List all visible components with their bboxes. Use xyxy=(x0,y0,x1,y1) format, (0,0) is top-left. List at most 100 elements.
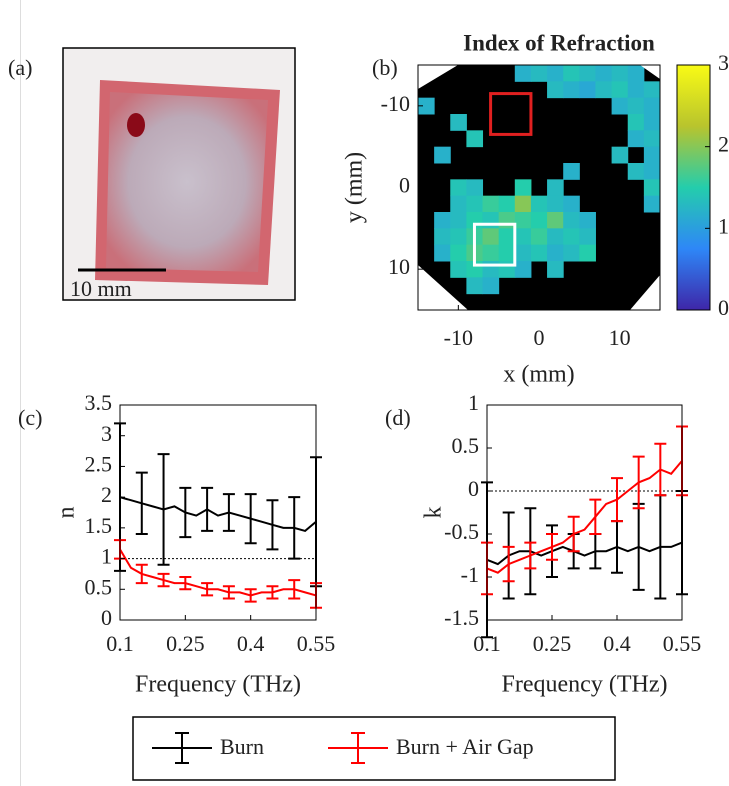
cell xyxy=(627,81,645,99)
axes-frame xyxy=(486,404,683,621)
y-axis-label: y (mm) xyxy=(342,152,368,223)
x-tick-label: 0.1 xyxy=(473,631,501,656)
y-tick-label: 0.5 xyxy=(85,574,113,599)
cell xyxy=(627,65,645,82)
error-bar xyxy=(244,588,257,603)
error-bar xyxy=(135,471,148,535)
error-bar xyxy=(179,486,192,539)
cell xyxy=(530,244,548,262)
cell xyxy=(514,212,532,229)
error-bar xyxy=(288,579,301,600)
cell xyxy=(498,244,516,262)
cell xyxy=(643,195,661,213)
y-tick-label: 0 xyxy=(101,605,112,630)
cell xyxy=(450,195,467,213)
y-axis-label: n xyxy=(54,507,80,519)
error-bar xyxy=(632,455,645,510)
error-bar xyxy=(201,582,214,597)
x-tick-label: 0.4 xyxy=(603,631,631,656)
error-bar xyxy=(589,498,602,535)
cell xyxy=(482,277,500,295)
cell xyxy=(450,212,467,229)
cell xyxy=(595,81,613,99)
cell xyxy=(627,97,645,115)
x-tick-label: -10 xyxy=(444,325,473,350)
series-line xyxy=(486,460,683,574)
x-tick-label: 0.25 xyxy=(533,631,572,656)
cell xyxy=(434,244,451,262)
cell xyxy=(450,244,467,262)
tissue xyxy=(106,92,268,272)
cell xyxy=(595,65,613,82)
cell xyxy=(643,146,661,164)
cell xyxy=(450,114,467,131)
legend-label: Burn xyxy=(220,734,264,759)
cell xyxy=(498,261,516,278)
y-tick-label: 2.5 xyxy=(85,451,113,476)
cell xyxy=(514,195,532,213)
legend-label: Burn + Air Gap xyxy=(396,734,534,759)
cell xyxy=(563,244,580,262)
y-tick-label: 1 xyxy=(101,544,112,569)
cell xyxy=(466,179,484,197)
x-tick-label: 10 xyxy=(609,325,631,350)
cell xyxy=(563,65,580,82)
cell xyxy=(514,228,532,246)
cell xyxy=(530,65,548,82)
y-tick-label: -10 xyxy=(381,91,410,116)
error-bar xyxy=(157,572,170,588)
cell xyxy=(611,65,629,82)
cell xyxy=(547,212,564,229)
x-axis-label: Frequency (THz) xyxy=(135,672,301,698)
series-line xyxy=(119,496,317,533)
error-bar xyxy=(654,442,667,497)
cell xyxy=(450,261,467,278)
blood-spot xyxy=(127,113,145,137)
y-axis-label: k xyxy=(421,507,447,519)
legend-key xyxy=(152,732,212,764)
y-tick-label: 1 xyxy=(468,390,479,415)
cell xyxy=(611,81,629,99)
cell xyxy=(643,179,661,197)
cell xyxy=(434,212,451,229)
cell xyxy=(563,228,580,246)
cell xyxy=(627,130,645,148)
error-bar xyxy=(288,496,301,560)
cell xyxy=(466,277,484,295)
cell xyxy=(643,163,661,180)
series-line xyxy=(486,541,683,566)
colorbar-tick-label: 2 xyxy=(718,132,729,157)
cell xyxy=(643,81,661,99)
y-tick-label: 0.5 xyxy=(452,433,480,458)
error-bar xyxy=(502,545,515,583)
cell xyxy=(482,261,500,278)
cell xyxy=(514,261,532,278)
scale-bar-label: 10 mm xyxy=(70,276,132,301)
legend-key xyxy=(328,732,388,764)
cell xyxy=(643,97,661,115)
y-tick-label: 3.5 xyxy=(85,390,113,415)
cell xyxy=(579,228,596,246)
cell xyxy=(643,130,661,148)
error-bar xyxy=(611,477,623,523)
y-tick-label: 3 xyxy=(101,421,112,446)
x-tick-label: 0.4 xyxy=(237,631,265,656)
error-bar xyxy=(201,486,214,532)
colorbar-tick-label: 0 xyxy=(718,295,729,320)
panel-label: (b) xyxy=(372,55,398,80)
cell xyxy=(530,212,548,229)
cell xyxy=(514,244,532,262)
cell xyxy=(482,195,500,213)
error-bar xyxy=(244,493,257,545)
cell xyxy=(482,244,500,262)
error-bar xyxy=(524,541,537,570)
error-bar xyxy=(266,499,279,551)
y-tick-label: 0 xyxy=(468,476,479,501)
panel-label: (d) xyxy=(385,405,411,430)
error-bar xyxy=(632,502,645,591)
cell xyxy=(498,195,516,213)
x-tick-label: 0.25 xyxy=(166,631,205,656)
error-bar xyxy=(222,585,235,600)
error-bar xyxy=(546,533,558,561)
cell xyxy=(563,81,580,99)
